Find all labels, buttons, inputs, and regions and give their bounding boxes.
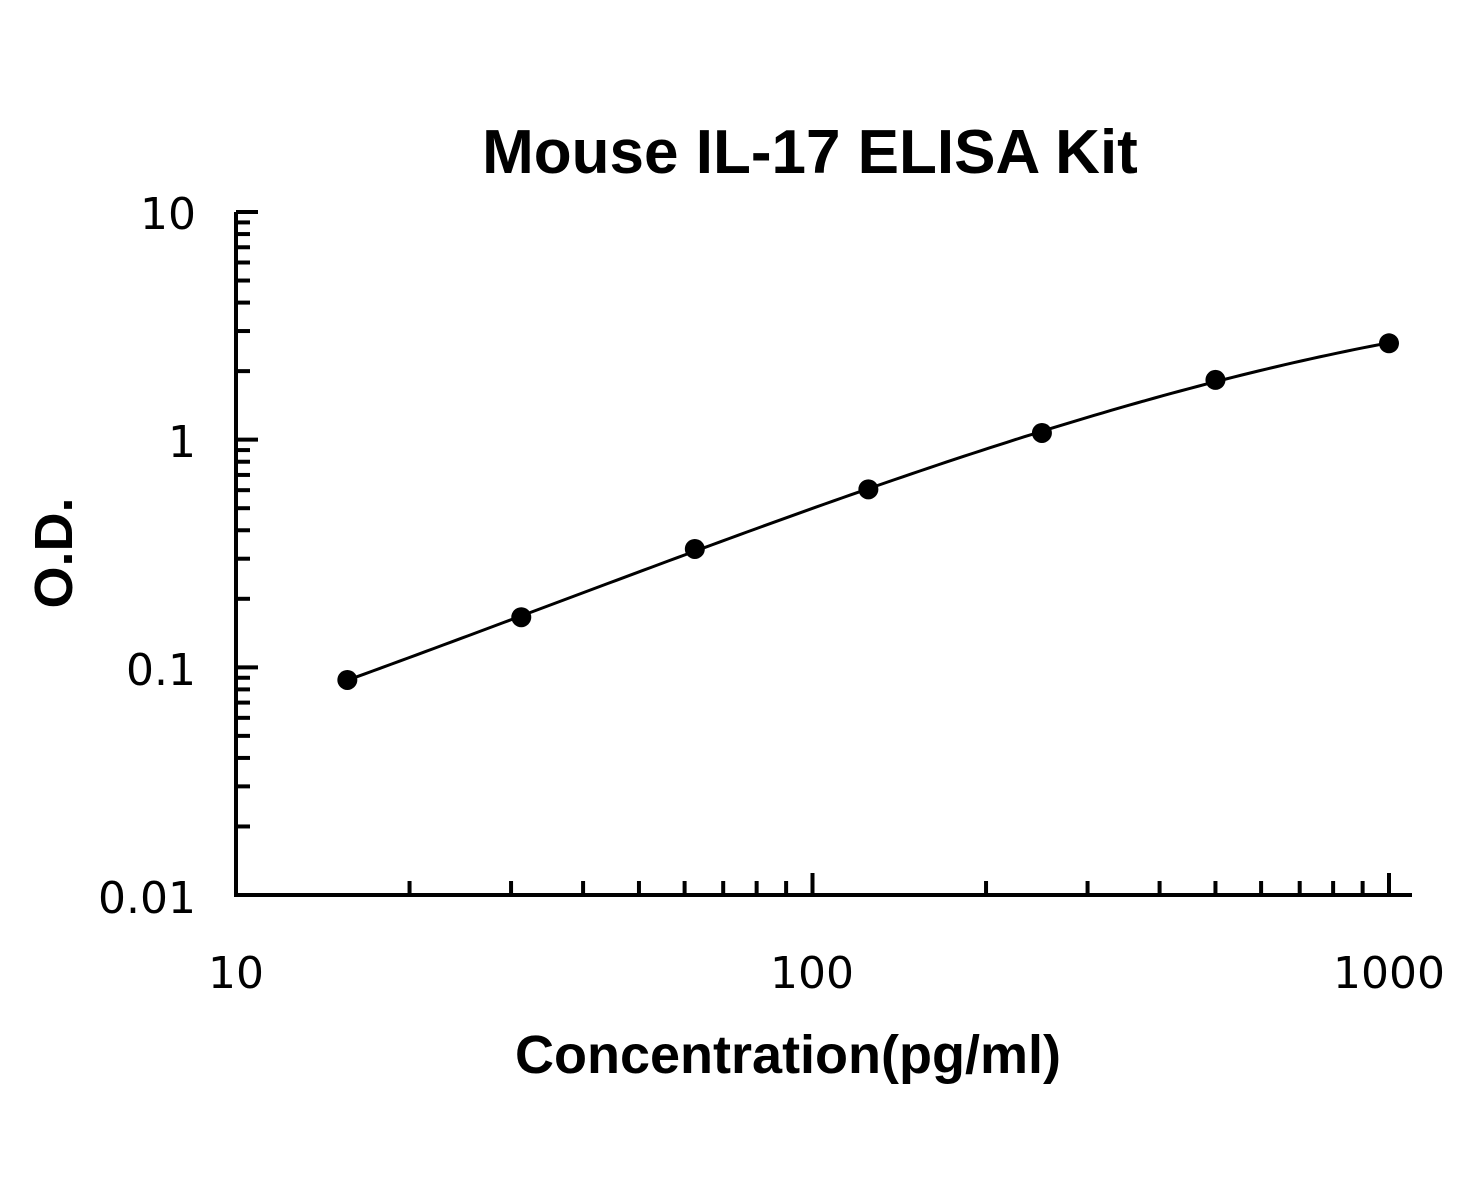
y-axis-label: O.D. [24,497,84,608]
data-point [1379,333,1399,354]
x-ticks [234,873,1391,895]
y-tick-label-1: 1 [168,417,196,468]
x-tick-label-100: 100 [770,948,854,999]
x-tick-label-10: 10 [208,948,264,999]
data-point [1205,369,1226,390]
axes [234,212,1412,897]
y-tick-label-0.01: 0.01 [98,873,196,924]
x-axis-label: Concentration(pg/ml) [515,1025,1061,1085]
y-ticks [236,210,258,897]
fit-curve [346,341,1390,682]
x-tick-label-1000: 1000 [1333,948,1445,999]
data-point [511,607,532,628]
data-points [337,333,1399,690]
data-point [337,669,358,690]
data-point [1031,422,1052,443]
chart-title: Mouse IL-17 ELISA Kit [482,118,1138,187]
data-point [858,479,879,500]
data-point [684,538,705,559]
y-tick-label-0.1: 0.1 [126,645,196,696]
y-tick-label-10: 10 [140,189,196,240]
